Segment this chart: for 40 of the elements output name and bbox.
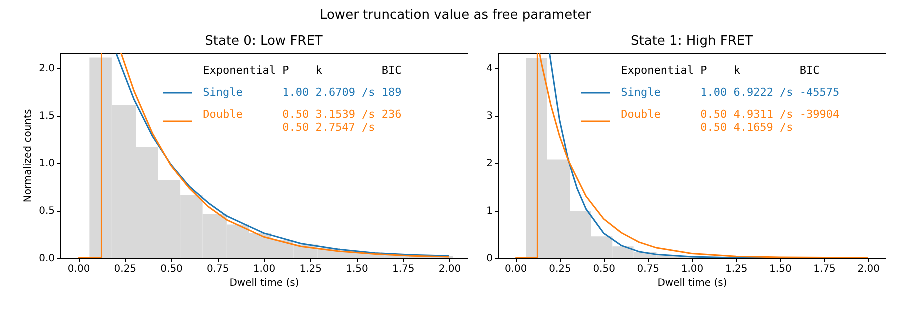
x-tick-label: 1.25	[300, 264, 322, 275]
chart-title: State 1: High FRET	[630, 34, 754, 49]
y-tick-label: 2.0	[39, 64, 55, 75]
x-tick-label: 2.00	[438, 264, 462, 275]
x-tick-label: 2.00	[858, 264, 880, 275]
x-tick-label: 1.25	[725, 264, 748, 275]
legend-label: Double 0.50 4.9311 /s -39904 0.50 4.1659 /s	[621, 108, 840, 134]
y-tick-label: 4	[486, 64, 493, 75]
x-tick-label: 1.00	[253, 264, 276, 275]
x-tick-label: 0.00	[505, 264, 528, 275]
y-tick-label: 0.0	[39, 254, 55, 264]
legend-label: Single 1.00 2.6709 /s 189	[203, 86, 402, 99]
y-tick-label: 3	[486, 111, 493, 122]
y-tick-label: 1	[486, 206, 493, 218]
chart-title: State 0: Low FRET	[205, 34, 323, 49]
y-tick-label: 0.5	[39, 206, 55, 218]
x-tick-label: 0.50	[593, 264, 616, 275]
x-axis-title: Dwell time (s)	[658, 278, 728, 289]
x-tick-label: 0.75	[207, 264, 230, 275]
legend-title: Exponential P k BIC	[621, 64, 820, 77]
x-tick-label: 0.50	[160, 264, 183, 275]
y-tick-label: 2	[486, 158, 493, 170]
x-tick-label: 0.00	[68, 264, 90, 275]
legend-title: Exponential P k BIC	[203, 64, 402, 77]
x-tick-label: 1.75	[814, 264, 836, 275]
x-tick-label: 0.75	[637, 264, 660, 275]
x-tick-label: 0.25	[549, 264, 572, 275]
legend-label: Double 0.50 3.1539 /s 236 0.50 2.7547 /s	[203, 108, 402, 134]
x-axis-title: Dwell time (s)	[230, 278, 300, 289]
x-tick-label: 1.50	[770, 264, 792, 275]
legend-label: Single 1.00 6.9222 /s -45575	[621, 86, 840, 99]
y-tick-label: 0	[486, 254, 493, 264]
y-tick-label: 1.5	[39, 111, 55, 122]
x-tick-label: 1.50	[346, 264, 368, 275]
x-tick-label: 1.75	[392, 264, 415, 275]
x-tick-label: 1.00	[681, 264, 704, 275]
y-axis-title: Normalized counts	[23, 109, 34, 203]
text: Lower truncation value as free parameter	[318, 8, 592, 23]
x-tick-label: 0.25	[114, 264, 137, 275]
y-tick-label: 1.0	[39, 158, 55, 170]
